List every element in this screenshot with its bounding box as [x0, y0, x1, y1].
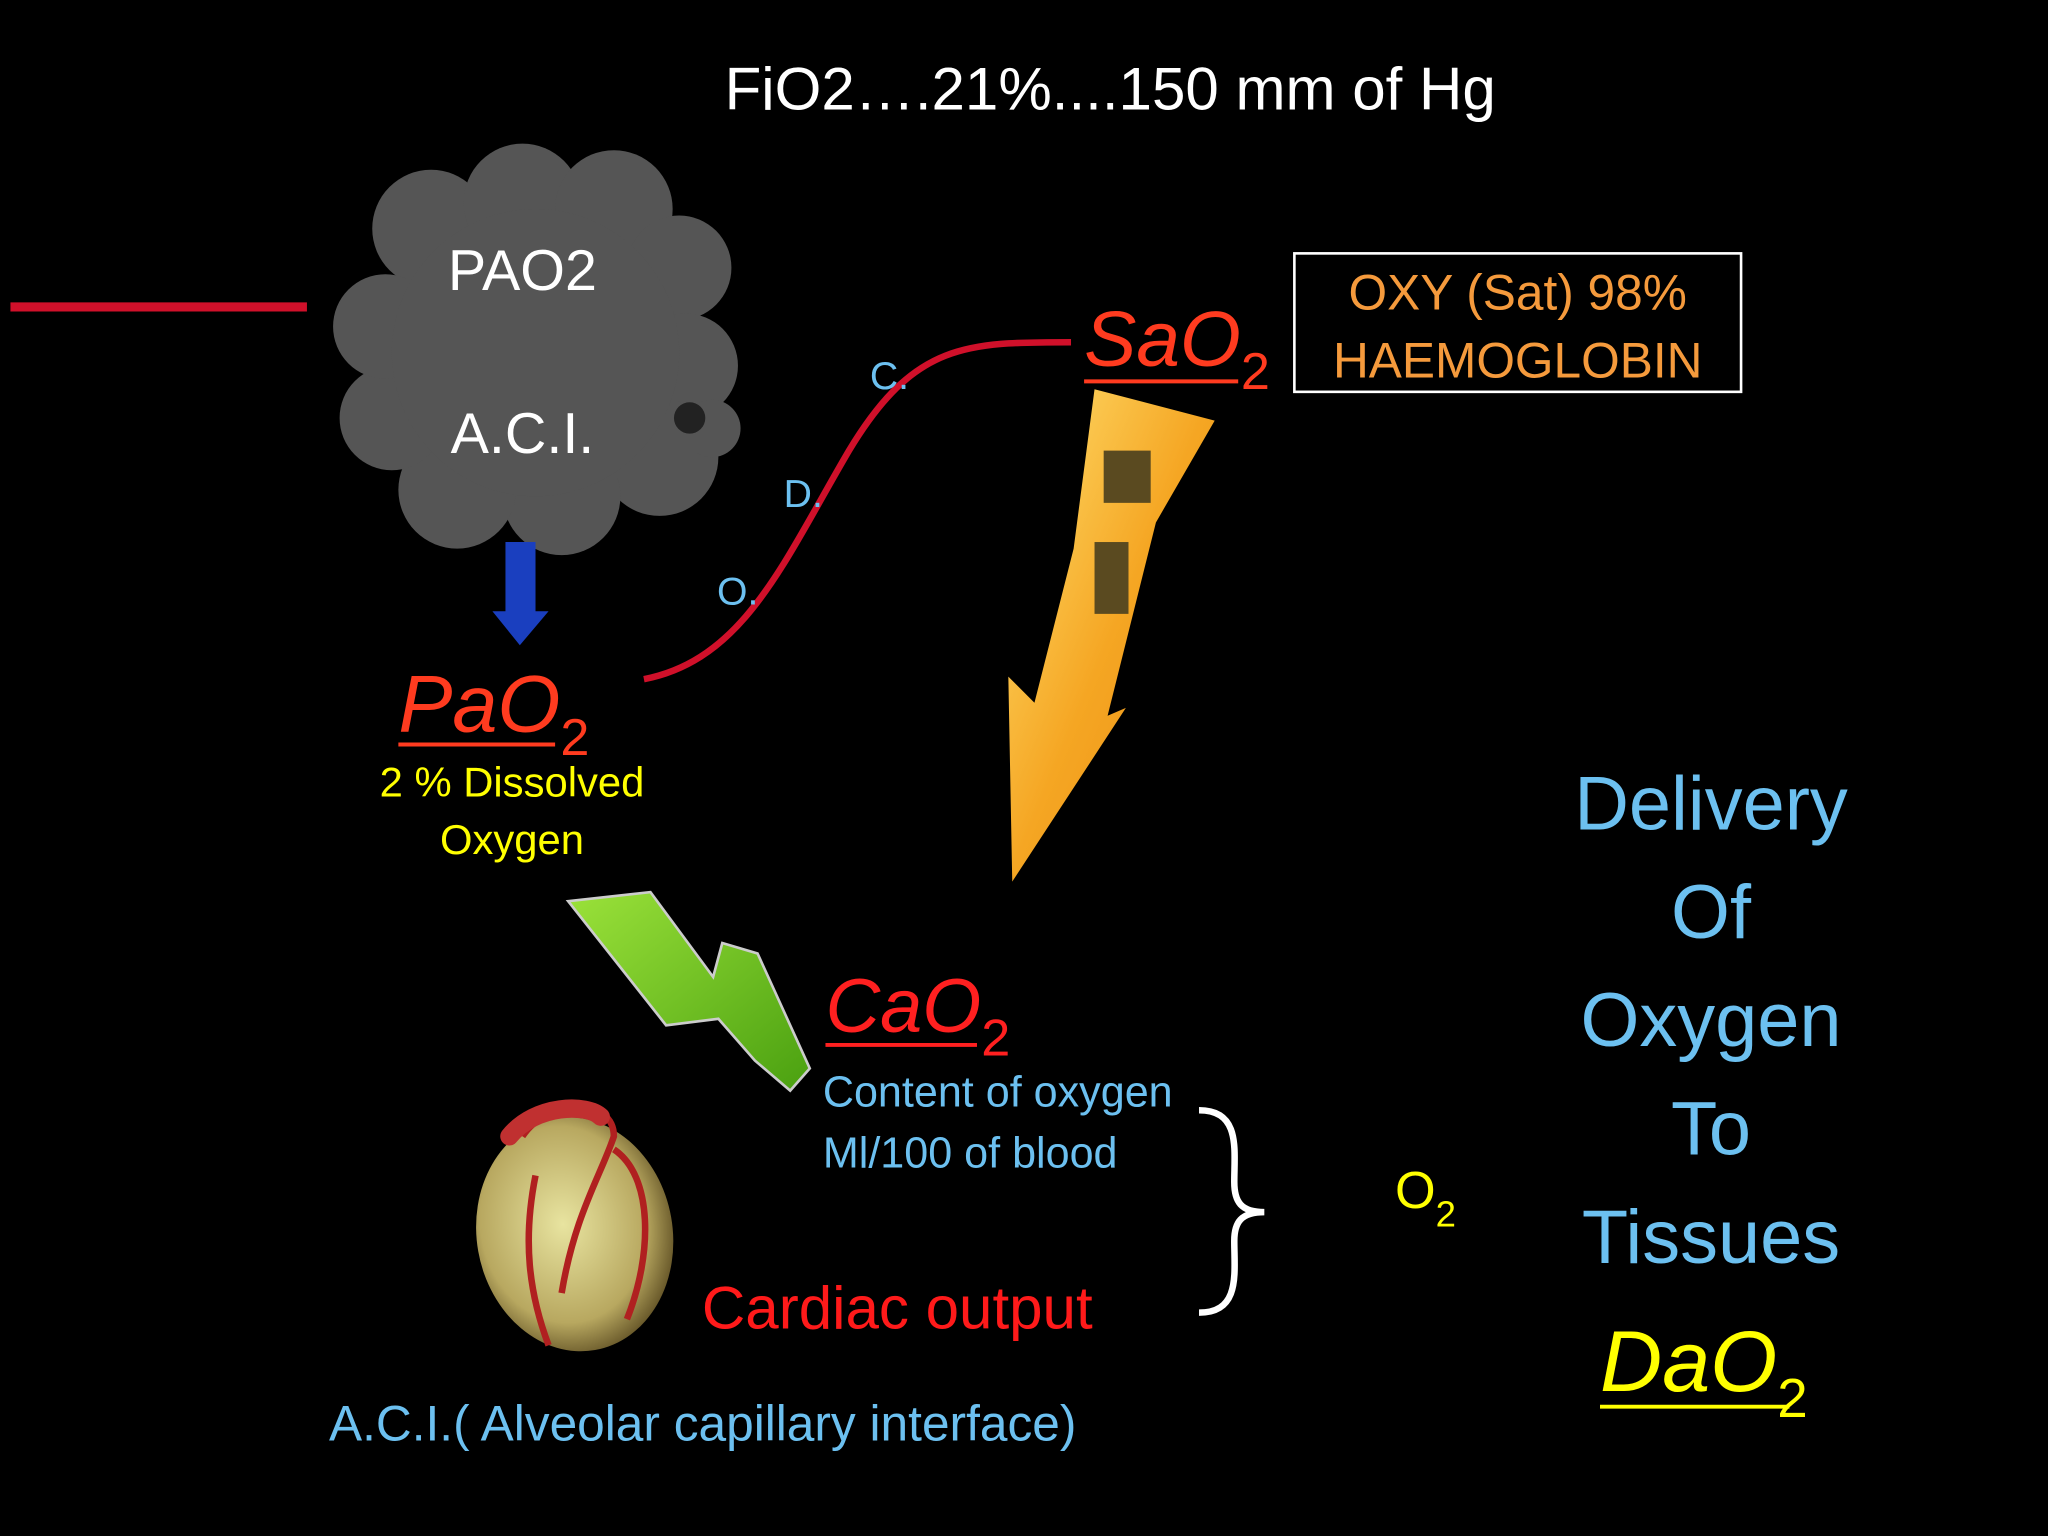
pao2-note: 2 % Dissolved: [380, 759, 645, 806]
cloud-label: A.C.I.: [451, 402, 595, 466]
sao2: SaO2: [1084, 295, 1270, 402]
cloud-label: PAO2: [448, 239, 597, 303]
dao2: DaO2: [1600, 1314, 1808, 1429]
orange-arrow: [1008, 389, 1215, 882]
cloud-puff: [673, 402, 706, 434]
o2: O2: [1395, 1162, 1456, 1234]
cardiac-output: Cardiac output: [702, 1274, 1093, 1341]
green-arrow: [565, 890, 812, 1093]
box-label: HAEMOGLOBIN: [1333, 332, 1703, 388]
arrow-window: [1103, 450, 1151, 503]
delivery-line: Tissues: [1582, 1195, 1840, 1280]
odc-curve: [643, 338, 1072, 683]
delivery-line: Delivery: [1574, 761, 1848, 846]
arrow-window: [1094, 542, 1129, 614]
delivery-line: Oxygen: [1580, 978, 1841, 1063]
footer: A.C.I.( Alveolar capillary interface): [329, 1396, 1076, 1452]
cao2: CaO2: [825, 964, 1010, 1068]
cao2-note: Content of oxygen: [823, 1068, 1173, 1116]
curve-label: C.: [870, 355, 909, 398]
cao2-note: Ml/100 of blood: [823, 1130, 1118, 1178]
box-label: OXY (Sat) 98%: [1349, 265, 1687, 321]
curve-label: D.: [784, 473, 823, 516]
delivery-line: Of: [1671, 870, 1752, 955]
title: FiO2….21%....150 mm of Hg: [725, 56, 1496, 123]
pao2: PaO2: [398, 659, 589, 767]
delivery-line: To: [1671, 1087, 1751, 1172]
sat-box: [1293, 252, 1743, 394]
blue-arrow: [492, 542, 549, 646]
heart: [476, 1099, 674, 1352]
curve-label: O.: [717, 571, 758, 614]
pao2-note: Oxygen: [440, 816, 584, 863]
brace: [1198, 1106, 1265, 1316]
